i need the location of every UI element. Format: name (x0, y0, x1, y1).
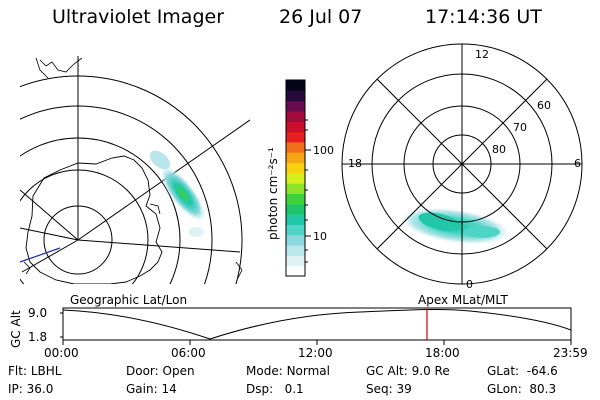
color-bar-band (286, 172, 305, 184)
mlat-label-60: 60 (537, 99, 551, 112)
colorbar-unit-label: photon cm⁻²s⁻¹ (266, 147, 280, 240)
colorbar-tick-10: 10 (313, 230, 327, 243)
dsp-field: Dsp: 0.1 (246, 382, 304, 396)
mlt-label-12: 12 (475, 48, 489, 61)
colorbar-tick-100: 100 (313, 144, 334, 157)
magnetic-grid (341, 43, 583, 285)
color-bar-band (286, 100, 305, 112)
door-field: Door: Open (126, 364, 195, 378)
color-bar-band (286, 234, 305, 246)
color-bar-band (286, 214, 305, 225)
mode-field: Mode: Normal (246, 364, 330, 378)
mlt-label-18: 18 (348, 157, 362, 170)
color-bar-band (286, 265, 305, 277)
color-bar-band (286, 131, 305, 143)
color-bar (286, 80, 305, 277)
glon-field: GLon: 80.3 (487, 382, 557, 396)
color-bar-band (286, 193, 305, 205)
glat-field: GLat: -64.6 (487, 364, 558, 378)
gc-alt-field: GC Alt: 9.0 Re (366, 364, 450, 378)
ip-field: IP: 36.0 (8, 382, 54, 396)
color-bar-band (286, 152, 305, 164)
color-bar-band (286, 121, 305, 133)
color-bar-band (286, 162, 305, 174)
gain-field: Gain: 14 (126, 382, 177, 396)
color-bar-band (286, 255, 305, 267)
instrument-title: Ultraviolet Imager (52, 6, 225, 28)
color-bar-band (286, 183, 305, 194)
time-label: 17:14:36 UT (425, 6, 542, 28)
timeline-ytick-bottom: 1.8 (28, 330, 48, 344)
color-bar-band (286, 80, 305, 91)
filter-field: Flt: LBHL (8, 364, 62, 378)
timeline-xtick-3: 18:00 (425, 346, 460, 360)
timeline-xtick-2: 12:00 (298, 346, 333, 360)
color-bar-band (286, 245, 305, 256)
color-bar-band (286, 141, 305, 153)
color-bar-band (286, 110, 305, 122)
date-label: 26 Jul 07 (279, 6, 363, 28)
timeline-xtick-1: 06:00 (171, 346, 206, 360)
apex-label: Apex MLat/MLT (418, 293, 508, 307)
timeline-ytick-top: 9.0 (28, 306, 48, 320)
mlat-label-80: 80 (492, 143, 506, 156)
timeline-xtick-0: 00:00 (44, 346, 79, 360)
timeline-y-label: GC Alt (9, 310, 23, 348)
geographic-map (20, 56, 250, 284)
timeline-xtick-4: 23:59 (553, 346, 588, 360)
color-bar-band (286, 90, 305, 102)
mlt-label-6: 6 (574, 157, 581, 170)
orbit-track (19, 247, 61, 263)
altitude-timeline (60, 307, 572, 345)
color-bar-ticks (305, 119, 311, 263)
color-bar-band (286, 203, 305, 215)
mlt-label-0: 0 (466, 278, 473, 291)
magnetic-map (400, 207, 510, 245)
mlat-label-70: 70 (513, 121, 527, 134)
color-bar-band (286, 224, 305, 236)
geographic-label: Geographic Lat/Lon (70, 293, 188, 307)
seq-field: Seq: 39 (366, 382, 412, 396)
